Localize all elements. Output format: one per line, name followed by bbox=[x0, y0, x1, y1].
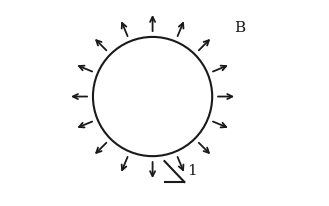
Text: B: B bbox=[235, 21, 245, 35]
Text: 1: 1 bbox=[188, 163, 197, 177]
